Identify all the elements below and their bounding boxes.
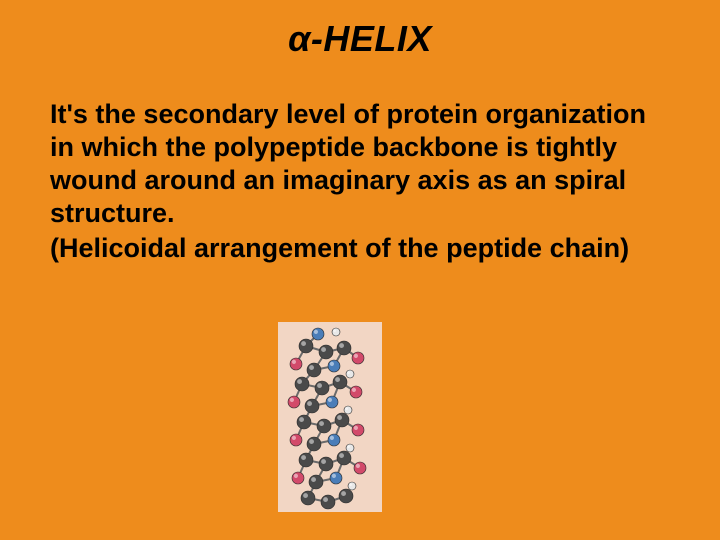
helix-illustration (278, 322, 382, 512)
body-text: It's the secondary level of protein orga… (48, 98, 672, 265)
slide: α-HELIX It's the secondary level of prot… (0, 0, 720, 540)
paragraph-1: It's the secondary level of protein orga… (50, 98, 672, 230)
paragraph-2: (Helicoidal arrangement of the peptide c… (50, 232, 672, 265)
slide-title: α-HELIX (48, 18, 672, 60)
molecule-icon (278, 322, 382, 512)
